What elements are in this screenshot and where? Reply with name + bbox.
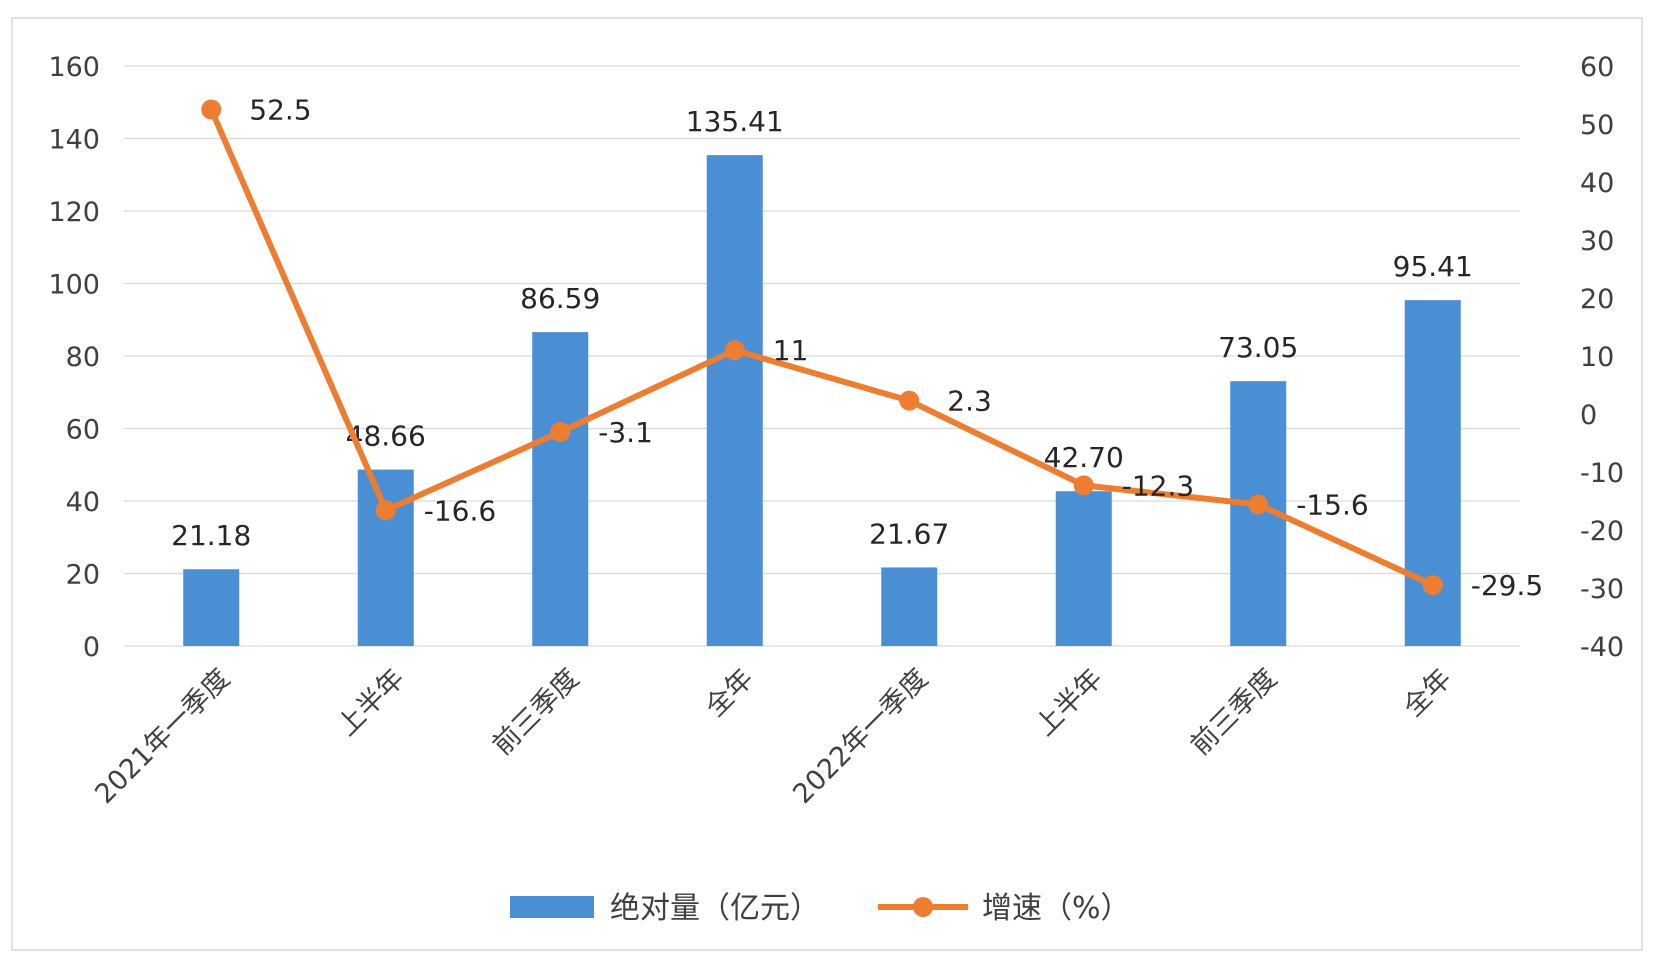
line-data-label: 52.5 (249, 94, 311, 127)
left-tick-label: 0 (83, 632, 100, 663)
right-tick-label: 0 (1580, 400, 1597, 431)
bar-data-label: 42.70 (1044, 441, 1124, 474)
legend-marker-line (913, 897, 933, 917)
right-tick-label: 10 (1580, 342, 1614, 373)
right-tick-label: 60 (1580, 52, 1614, 83)
bar-data-label: 135.41 (686, 105, 784, 138)
bar-data-labels: 21.1848.6686.59135.4121.6742.7073.0595.4… (171, 105, 1473, 552)
line-data-label: 11 (773, 334, 809, 367)
bar-data-label: 21.18 (171, 519, 251, 552)
line-point (375, 500, 396, 521)
line-point (1248, 494, 1269, 515)
bar (881, 567, 938, 646)
line-point (724, 340, 745, 361)
left-tick-label: 20 (66, 560, 100, 591)
left-axis: 0 20 40 60 80 100 120 140 160 (48, 52, 100, 663)
line-data-label: -3.1 (598, 416, 653, 449)
legend-swatch-bar (510, 896, 594, 918)
right-tick-label: 40 (1580, 168, 1614, 199)
left-tick-label: 40 (66, 487, 100, 518)
line-point (1422, 575, 1443, 596)
line-data-label: -15.6 (1296, 488, 1368, 521)
bar (532, 332, 589, 646)
line-data-label: -12.3 (1122, 469, 1194, 502)
right-tick-label: -20 (1580, 516, 1624, 547)
line-data-label: 2.3 (947, 385, 992, 418)
bar-data-label: 73.05 (1218, 331, 1298, 364)
line-data-label: -16.6 (424, 494, 496, 527)
bar (357, 469, 414, 646)
right-tick-label: -30 (1580, 574, 1624, 605)
left-tick-label: 140 (48, 125, 100, 156)
gridlines (124, 65, 1520, 647)
right-tick-label: 50 (1580, 110, 1614, 141)
line-point (201, 99, 222, 120)
legend-label-line: 增速（%） (982, 891, 1131, 926)
right-tick-label: 20 (1580, 284, 1614, 315)
line-path (208, 108, 1435, 588)
line-point (1073, 475, 1094, 496)
right-tick-label: -10 (1580, 458, 1624, 489)
left-tick-label: 100 (48, 270, 100, 301)
left-tick-label: 80 (66, 342, 100, 373)
bar-data-label: 86.59 (520, 282, 600, 315)
bar (1055, 491, 1112, 646)
line-point (899, 390, 920, 411)
bar (706, 155, 763, 647)
left-tick-label: 120 (48, 197, 100, 228)
line-data-labels: 52.5 -16.6 -3.1 11 2.3 -12.3 -15.6 -29.5 (249, 94, 1543, 603)
left-tick-label: 60 (66, 415, 100, 446)
line-series (201, 99, 1443, 596)
right-tick-label: 30 (1580, 226, 1614, 257)
bar-series (183, 155, 1461, 647)
legend-label-bar: 绝对量（亿元） (610, 891, 820, 926)
left-tick-label: 160 (48, 52, 100, 83)
chart-frame (11, 17, 1643, 951)
bar (183, 569, 240, 646)
line-data-label: -29.5 (1471, 569, 1543, 602)
bar-data-label: 21.67 (869, 517, 949, 550)
right-tick-label: -40 (1580, 632, 1624, 663)
line-point (550, 421, 571, 442)
right-axis: -40 -30 -20 -10 0 10 20 30 40 50 60 (1580, 52, 1624, 663)
legend: 绝对量（亿元） 增速（%） (510, 891, 1131, 926)
bar-data-label: 95.41 (1393, 250, 1473, 283)
